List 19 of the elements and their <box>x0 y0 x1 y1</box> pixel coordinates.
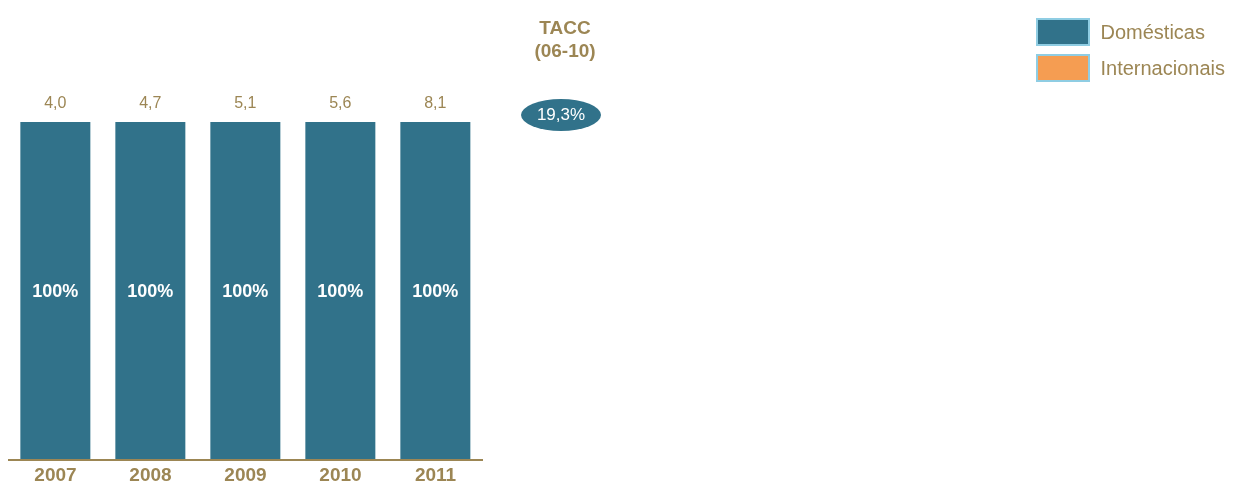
x-tick-label: 2010 <box>319 464 362 486</box>
x-tick-label: 2007 <box>34 464 77 486</box>
x-tick-label: 2009 <box>224 464 267 486</box>
text: TACC (06-10) <box>533 16 597 62</box>
text: 19,3% <box>535 105 587 125</box>
data-label: 100% <box>32 281 79 301</box>
text: Domésticas <box>1100 20 1205 44</box>
data-label: 100% <box>412 281 459 301</box>
data-label: 100% <box>127 281 174 301</box>
annotation: 4,0 <box>44 94 67 111</box>
x-tick-label: 2011 <box>414 464 457 486</box>
annotation: 5,6 <box>329 94 352 111</box>
annotation: 8,1 <box>424 94 447 111</box>
data-label: 100% <box>317 281 364 301</box>
x-tick-label: 2008 <box>129 464 172 486</box>
annotation: 5,1 <box>234 94 257 111</box>
data-label: 100% <box>222 281 269 301</box>
annotation: 4,7 <box>139 94 162 111</box>
legend-label: Internacionais <box>1100 56 1225 80</box>
